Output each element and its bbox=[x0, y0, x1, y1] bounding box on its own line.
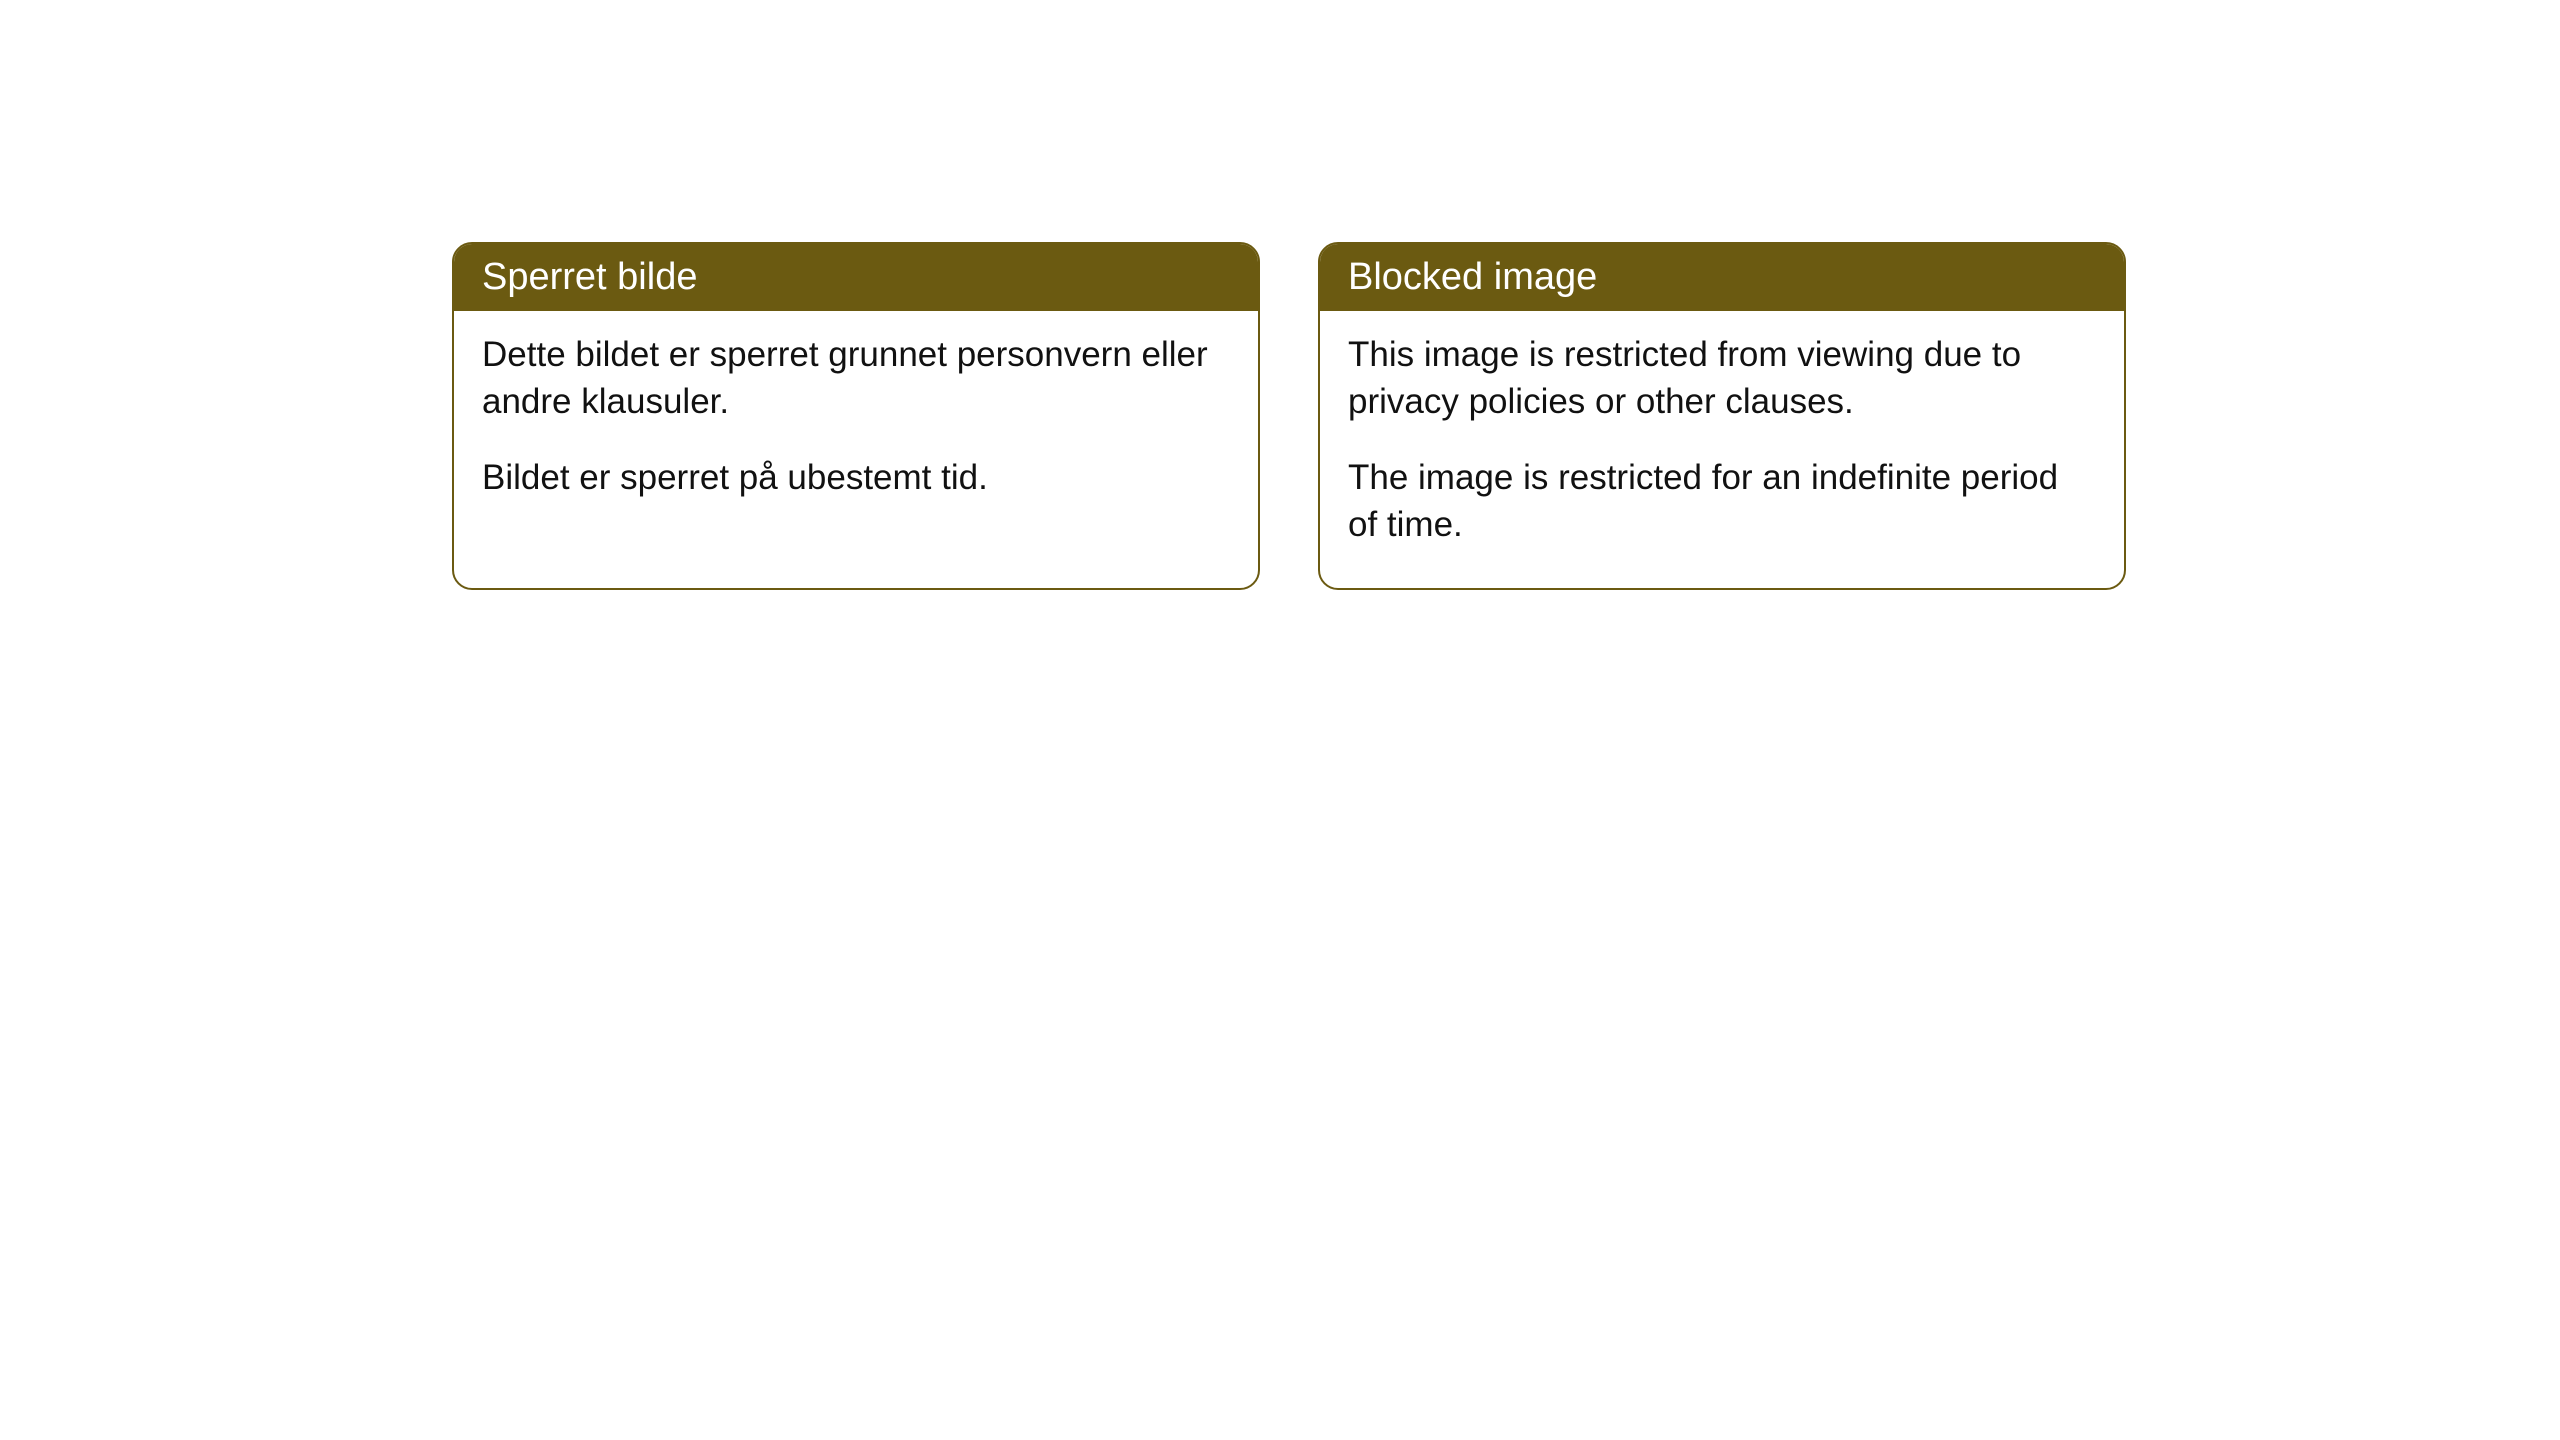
card-body-norwegian: Dette bildet er sperret grunnet personve… bbox=[454, 311, 1258, 541]
notice-card-english: Blocked image This image is restricted f… bbox=[1318, 242, 2126, 590]
card-text-norwegian-1: Dette bildet er sperret grunnet personve… bbox=[482, 331, 1230, 426]
card-header-norwegian: Sperret bilde bbox=[454, 244, 1258, 311]
card-text-english-1: This image is restricted from viewing du… bbox=[1348, 331, 2096, 426]
notice-card-norwegian: Sperret bilde Dette bildet er sperret gr… bbox=[452, 242, 1260, 590]
card-text-english-2: The image is restricted for an indefinit… bbox=[1348, 454, 2096, 549]
card-text-norwegian-2: Bildet er sperret på ubestemt tid. bbox=[482, 454, 1230, 501]
card-body-english: This image is restricted from viewing du… bbox=[1320, 311, 2124, 588]
card-title-norwegian: Sperret bilde bbox=[482, 256, 697, 298]
notice-cards-container: Sperret bilde Dette bildet er sperret gr… bbox=[0, 0, 2560, 590]
card-title-english: Blocked image bbox=[1348, 256, 1597, 298]
card-header-english: Blocked image bbox=[1320, 244, 2124, 311]
